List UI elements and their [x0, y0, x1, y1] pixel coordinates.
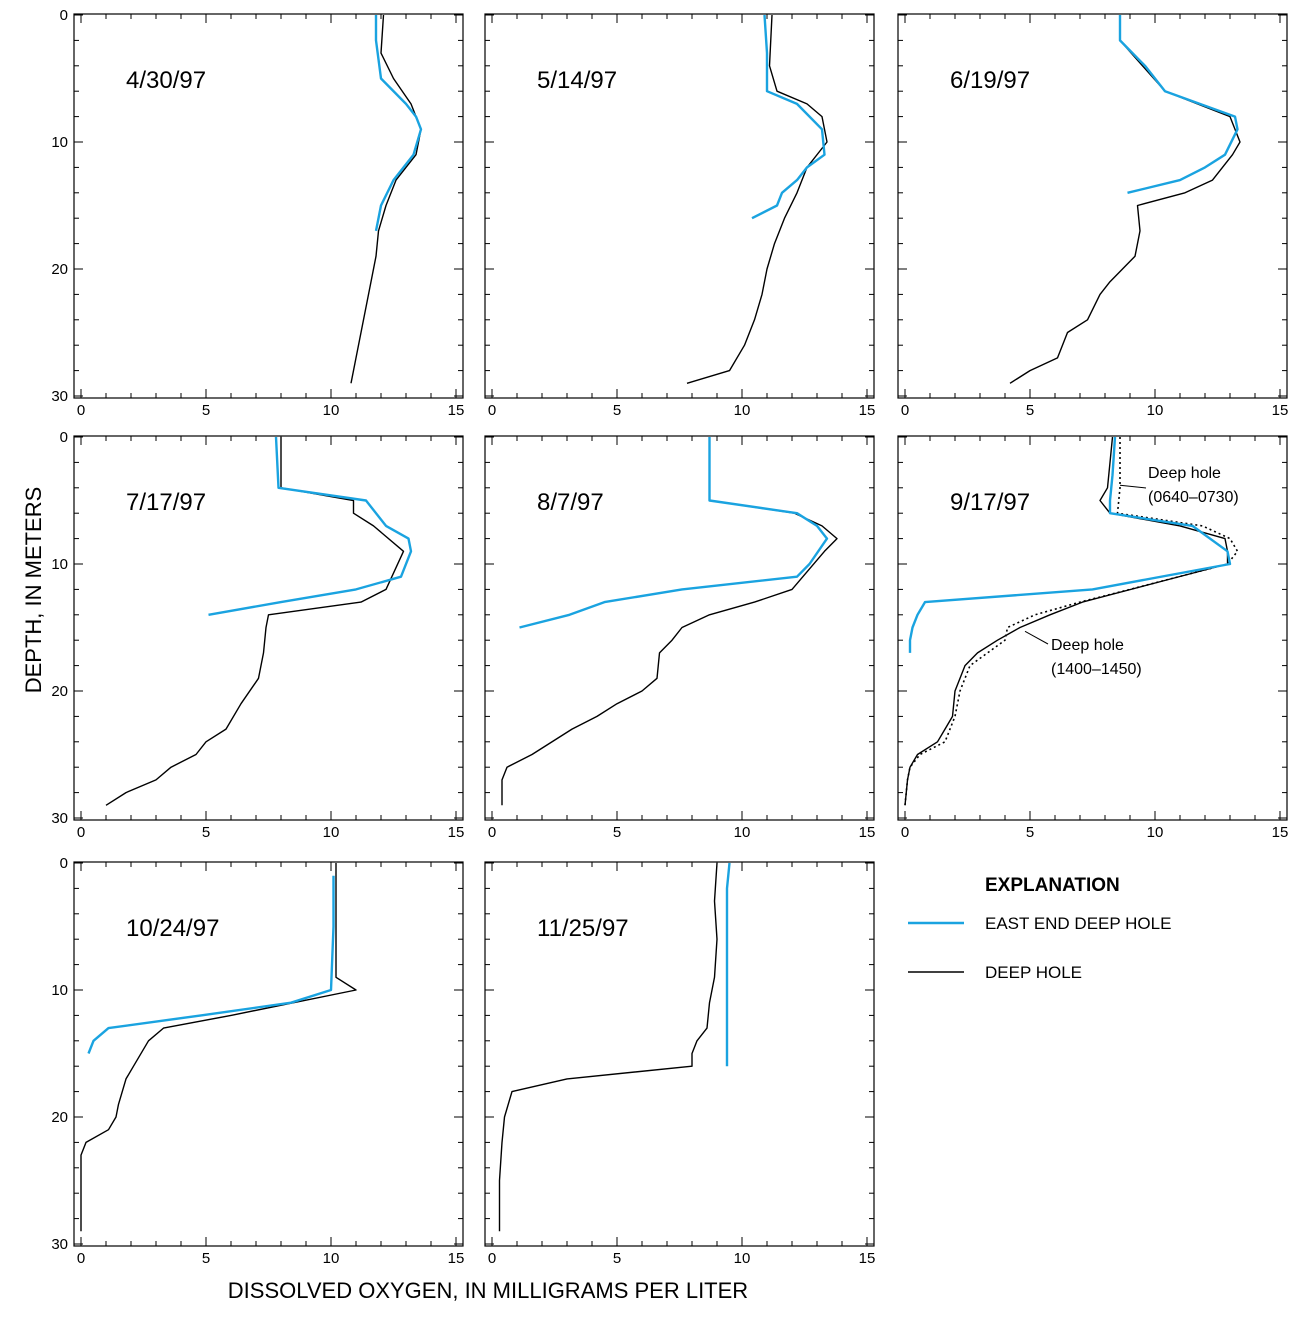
panel-frame	[484, 13, 875, 399]
x-tick-label: 0	[901, 402, 909, 419]
x-tick-label: 15	[448, 824, 465, 841]
series-east-end-deep-hole	[908, 436, 1232, 653]
panel: 0 5 10 15 11/25/97	[484, 861, 876, 1267]
y-tick-label: 10	[51, 556, 68, 573]
x-tick-label: 0	[77, 824, 85, 841]
panel-frame	[484, 435, 875, 821]
series-deep-hole	[498, 862, 718, 1232]
x-axis-title: DISSOLVED OXYGEN, IN MILLIGRAMS PER LITE…	[228, 1278, 748, 1303]
panel: 0 5 10 15 5/14/97	[484, 13, 876, 419]
series-deep-hole	[904, 436, 1229, 806]
x-tick-label: 0	[488, 402, 496, 419]
panel-frame	[897, 13, 1288, 399]
annotation-leader	[1024, 630, 1049, 645]
y-tick-label: 10	[51, 134, 68, 151]
x-tick-label: 0	[488, 824, 496, 841]
x-tick-label: 5	[613, 824, 621, 841]
x-tick-label: 10	[323, 824, 340, 841]
series-east-end-deep-hole	[374, 15, 423, 232]
panel-date-label: 4/30/97	[126, 67, 206, 94]
panel-frame	[73, 13, 464, 399]
panel-date-label: 7/17/97	[126, 489, 206, 516]
y-tick-label: 30	[51, 810, 68, 827]
y-tick-label: 30	[51, 1236, 68, 1253]
x-tick-label: 10	[734, 402, 751, 419]
series-east-end-deep-hole	[725, 862, 731, 1067]
y-axis-title: DEPTH, IN METERS	[21, 487, 46, 694]
x-tick-label: 10	[323, 402, 340, 419]
legend-title: EXPLANATION	[985, 875, 1120, 896]
y-tick-label: 10	[51, 982, 68, 999]
y-tick-label: 0	[60, 7, 68, 24]
panel: 0 5 10 15 8/7/97	[484, 435, 876, 841]
series-deep-hole	[1009, 15, 1241, 384]
x-tick-label: 5	[1026, 824, 1034, 841]
series-deep-hole	[350, 14, 422, 384]
y-tick-label: 30	[51, 388, 68, 405]
annotation-leader	[1119, 484, 1147, 489]
x-tick-label: 0	[488, 1250, 496, 1267]
annotation-deep-hole-afternoon-time: (1400–1450)	[1051, 661, 1142, 678]
panel-date-label: 6/19/97	[950, 67, 1030, 94]
series-east-end-deep-hole	[208, 436, 413, 616]
panel: 0 5 10 15 0 10 20 30 10/24/97	[51, 855, 464, 1267]
x-tick-label: 15	[859, 1250, 876, 1267]
y-tick-label: 0	[60, 429, 68, 446]
x-tick-label: 10	[1147, 402, 1164, 419]
legend-label-deep-hole: DEEP HOLE	[985, 963, 1082, 982]
x-tick-label: 5	[202, 402, 210, 419]
panel-frame	[73, 861, 464, 1247]
y-tick-label: 20	[51, 683, 68, 700]
x-tick-label: 10	[734, 824, 751, 841]
x-tick-label: 0	[77, 402, 85, 419]
panel-date-label: 10/24/97	[126, 915, 219, 942]
panels: 0 5 10 15 0 10 20 30 4/30/97 0 5 10 15 5/14/97 0 5 10 15 6…	[51, 7, 1288, 1267]
x-tick-label: 10	[734, 1250, 751, 1267]
x-tick-label: 0	[901, 824, 909, 841]
x-tick-label: 5	[202, 1250, 210, 1267]
y-tick-label: 20	[51, 1109, 68, 1126]
series-deep-hole	[80, 863, 357, 1232]
panel-frame	[73, 435, 464, 821]
x-tick-label: 5	[613, 402, 621, 419]
annotation-deep-hole-afternoon: Deep hole	[1051, 637, 1124, 654]
x-tick-label: 10	[1147, 824, 1164, 841]
y-tick-label: 0	[60, 855, 68, 872]
x-tick-label: 5	[1026, 402, 1034, 419]
x-tick-label: 10	[323, 1250, 340, 1267]
panel: 0 5 10 15 9/17/97 Deep hole (0640–0730) Deep ho…	[897, 435, 1289, 841]
x-tick-label: 15	[859, 402, 876, 419]
series-deep-hole	[686, 14, 828, 384]
legend-label-east-end: EAST END DEEP HOLE	[985, 914, 1171, 933]
panel: 0 5 10 15 0 10 20 30 7/17/97	[51, 429, 464, 841]
x-tick-label: 15	[1272, 402, 1289, 419]
series-east-end-deep-hole	[751, 14, 826, 220]
panel-date-label: 11/25/97	[537, 915, 629, 942]
panel-frame	[484, 861, 875, 1247]
panel-date-label: 8/7/97	[537, 489, 604, 516]
panel-date-label: 5/14/97	[537, 67, 617, 94]
x-tick-label: 5	[202, 824, 210, 841]
x-tick-label: 15	[859, 824, 876, 841]
y-tick-label: 20	[51, 261, 68, 278]
x-tick-label: 5	[613, 1250, 621, 1267]
annotation-deep-hole-morning: Deep hole	[1148, 465, 1221, 482]
panel-frame	[897, 435, 1288, 821]
legend: EXPLANATION EAST END DEEP HOLE DEEP HOLE	[908, 875, 1171, 982]
series-deep-hole	[105, 437, 405, 806]
panel-date-label: 9/17/97	[950, 489, 1030, 516]
annotation-deep-hole-morning-time: (0640–0730)	[1148, 489, 1239, 506]
panel: 0 5 10 15 6/19/97	[897, 13, 1289, 419]
x-tick-label: 15	[448, 402, 465, 419]
panel: 0 5 10 15 0 10 20 30 4/30/97	[51, 7, 464, 419]
x-tick-label: 0	[77, 1250, 85, 1267]
x-tick-label: 15	[1272, 824, 1289, 841]
series-east-end-deep-hole	[87, 875, 335, 1054]
x-tick-label: 15	[448, 1250, 465, 1267]
series-east-end-deep-hole	[519, 437, 829, 629]
series-east-end-deep-hole	[1118, 15, 1239, 194]
